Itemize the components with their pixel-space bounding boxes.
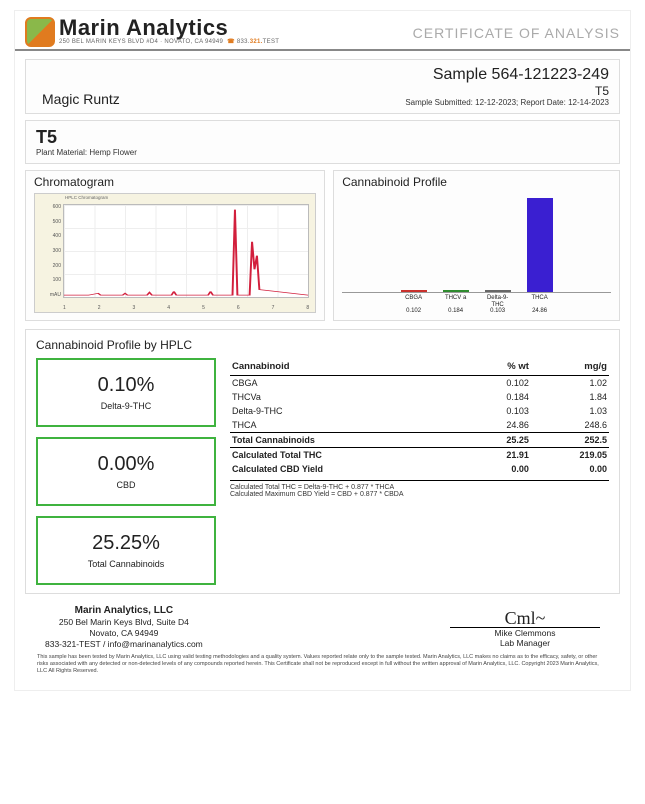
stat-box: 0.00%CBD — [36, 437, 216, 506]
table-row: Delta-9-THC0.1031.03 — [230, 404, 609, 418]
company-name: Marin Analytics — [59, 17, 279, 39]
chromatogram-y-axis: 600500400300200100mAU — [37, 204, 61, 298]
col-cannabinoid: Cannabinoid — [230, 358, 465, 376]
bar — [443, 290, 469, 292]
logo-icon — [25, 17, 55, 47]
material-desc: Plant Material: Hemp Flower — [36, 148, 609, 157]
signer-name: Mike Clemmons — [450, 628, 600, 638]
stat-box: 25.25%Total Cannabinoids — [36, 516, 216, 585]
bar — [401, 290, 427, 292]
stat-box: 0.10%Delta-9-THC — [36, 358, 216, 427]
sample-id: Sample 564-121223-249 — [405, 66, 609, 84]
chromatogram-title: Chromatogram — [34, 175, 316, 189]
signature-icon: Cml~ — [450, 608, 600, 629]
material-code: T5 — [36, 127, 609, 148]
profile-values: 0.1020.1840.10324.86 — [342, 308, 611, 314]
sample-name: Magic Runtz — [36, 79, 120, 107]
certificate-title: CERTIFICATE OF ANALYSIS — [413, 17, 620, 41]
chromatogram-x-axis: 12345678 — [63, 305, 309, 311]
cannabinoid-table: Cannabinoid % wt mg/g CBGA0.1021.02THCVa… — [230, 358, 609, 585]
chromatogram-card: Chromatogram HPLC Chromatogram 600500400… — [25, 170, 325, 321]
table-row: CBGA0.1021.02 — [230, 376, 609, 391]
chromatogram-chart: HPLC Chromatogram 600500400300200100mAU … — [34, 193, 316, 313]
signer-role: Lab Manager — [450, 638, 600, 648]
footer: Marin Analytics, LLC 250 Bel Marin Keys … — [25, 604, 620, 650]
table-row: THCVa0.1841.84 — [230, 390, 609, 404]
disclaimer: This sample has been tested by Marin Ana… — [25, 650, 620, 682]
calc-row: Calculated CBD Yield0.000.00 — [230, 462, 609, 476]
header: Marin Analytics 250 BEL MARIN KEYS BLVD … — [15, 11, 630, 51]
material-block: T5 Plant Material: Hemp Flower — [25, 120, 620, 164]
totals-row: Total Cannabinoids25.25252.5 — [230, 433, 609, 448]
bar — [485, 290, 511, 292]
profile-bars — [342, 193, 611, 293]
calc-row: Calculated Total THC21.91219.05 — [230, 448, 609, 463]
chromatogram-trace — [64, 205, 308, 297]
company-address-block: Marin Analytics, LLC 250 Bel Marin Keys … — [45, 604, 203, 650]
company-address: 250 BEL MARIN KEYS BLVD #D4 · NOVATO, CA… — [59, 39, 279, 45]
calc-note-cbd: Calculated Maximum CBD Yield = CBD + 0.8… — [230, 491, 609, 498]
sample-header: Magic Runtz Sample 564-121223-249 T5 Sam… — [25, 59, 620, 114]
bar — [527, 198, 553, 292]
profile-title: Cannabinoid Profile — [342, 175, 611, 189]
logo: Marin Analytics 250 BEL MARIN KEYS BLVD … — [25, 17, 279, 47]
signature-block: Cml~ Mike Clemmons Lab Manager — [450, 604, 600, 650]
certificate-page: Marin Analytics 250 BEL MARIN KEYS BLVD … — [14, 10, 631, 691]
col-mg: mg/g — [531, 358, 609, 376]
sample-tag: T5 — [405, 84, 609, 98]
hplc-section: Cannabinoid Profile by HPLC 0.10%Delta-9… — [25, 329, 620, 594]
phone-icon: ☎ — [227, 39, 235, 45]
stat-boxes: 0.10%Delta-9-THC 0.00%CBD 25.25%Total Cann… — [36, 358, 216, 585]
profile-card: Cannabinoid Profile CBGATHCV aDelta-9-TH… — [333, 170, 620, 321]
col-wt: % wt — [465, 358, 531, 376]
hplc-title: Cannabinoid Profile by HPLC — [36, 338, 609, 352]
sample-dates: Sample Submitted: 12-12-2023; Report Dat… — [405, 98, 609, 107]
profile-labels: CBGATHCV aDelta-9-THCTHCA — [342, 295, 611, 308]
table-row: THCA24.86248.6 — [230, 418, 609, 433]
calc-note-thc: Calculated Total THC = Delta-9-THC + 0.8… — [230, 484, 609, 491]
